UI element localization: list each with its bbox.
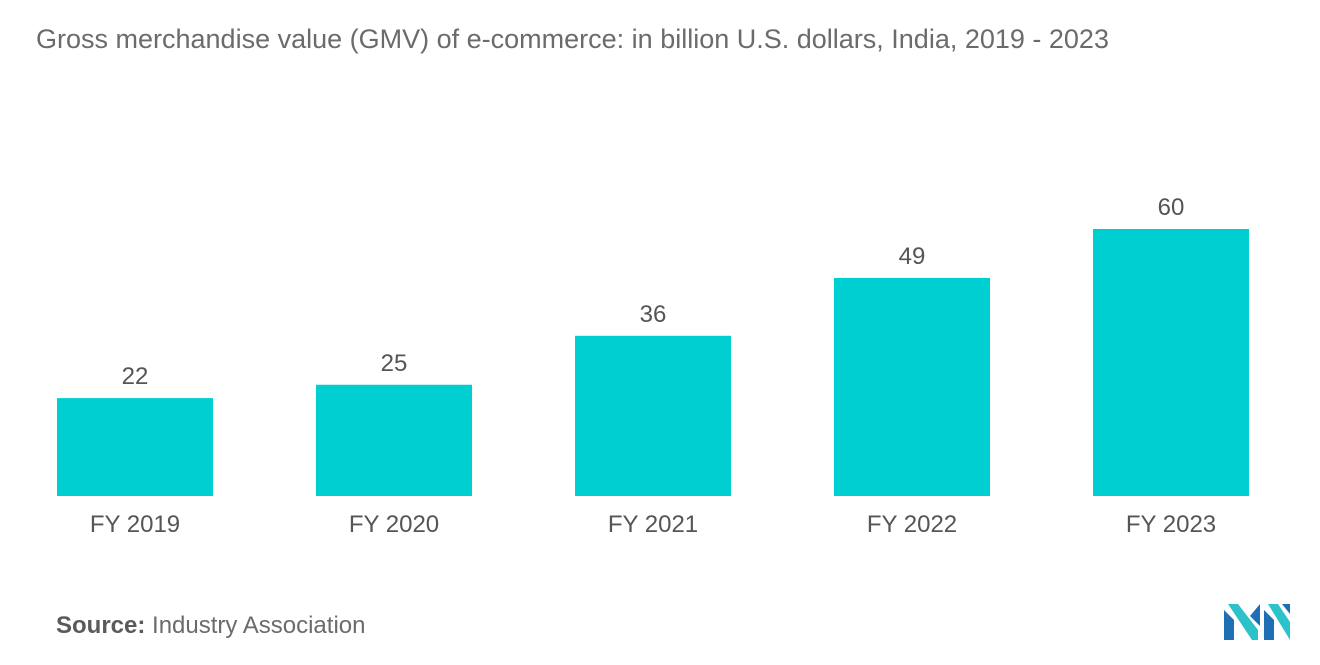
chart-title: Gross merchandise value (GMV) of e-comme…	[36, 24, 1109, 54]
value-label: 60	[1158, 194, 1185, 221]
x-tick-label: FY 2019	[90, 511, 180, 538]
source-text: Industry Association	[152, 612, 366, 639]
bar-fy-2019	[57, 398, 213, 496]
x-tick-label: FY 2022	[867, 511, 957, 538]
x-tick-label: FY 2023	[1126, 511, 1216, 538]
x-axis-tick-labels: FY 2019 FY 2020 FY 2021 FY 2022 FY 2023	[90, 511, 1216, 538]
mordor-intelligence-logo-icon	[1224, 604, 1290, 640]
source-note: Source: Industry Association	[56, 612, 365, 640]
source-label: Source:	[56, 612, 146, 639]
bar-fy-2020	[316, 384, 472, 496]
x-tick-label: FY 2020	[349, 511, 439, 538]
value-label: 22	[122, 363, 149, 390]
bars-layer	[57, 229, 1249, 496]
value-label: 25	[381, 350, 408, 377]
value-labels-layer: 22 25 36 49 60	[122, 194, 1185, 390]
value-label: 49	[899, 243, 926, 270]
x-tick-label: FY 2021	[608, 511, 698, 538]
bar-fy-2023	[1093, 229, 1249, 496]
bar-fy-2022	[834, 277, 990, 496]
value-label: 36	[640, 301, 667, 328]
bar-fy-2021	[575, 335, 731, 496]
